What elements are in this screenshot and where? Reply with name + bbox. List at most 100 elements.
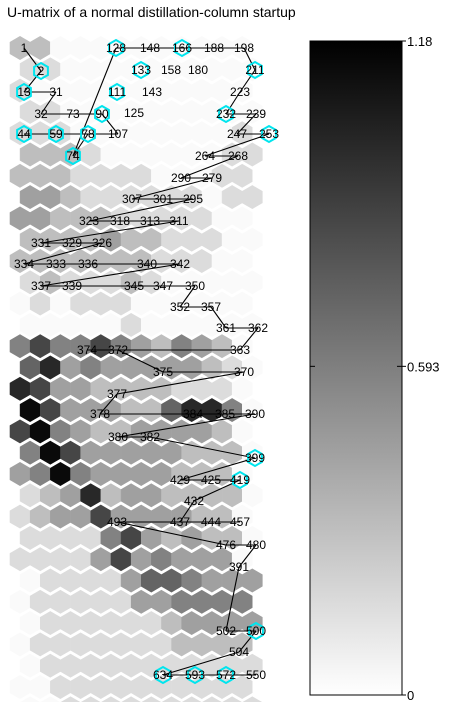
hex-cell	[161, 142, 182, 167]
hex-cell	[9, 632, 31, 657]
hex-cell	[231, 206, 253, 231]
hex-cell	[141, 696, 162, 702]
hex-cell	[50, 419, 71, 444]
hex-cell	[39, 525, 61, 550]
hex-cell	[100, 142, 122, 167]
hex-cell	[50, 206, 71, 231]
hex-cell	[181, 696, 202, 702]
hex-cell	[191, 121, 213, 146]
hex-cell	[60, 57, 81, 82]
hex-cell	[242, 270, 263, 295]
trajectory-segment	[179, 457, 256, 481]
hex-cell	[121, 696, 141, 702]
node-label: 253	[259, 127, 279, 141]
hex-cell	[221, 227, 243, 252]
hex-cell	[130, 334, 152, 359]
node-label: 350	[185, 279, 205, 293]
hex-cell	[171, 632, 192, 657]
node-label: 1	[21, 41, 28, 55]
hex-cell	[9, 334, 31, 359]
node-label: 125	[124, 106, 144, 120]
hex-cell	[201, 355, 223, 380]
hex-cell	[211, 376, 233, 401]
hex-cell	[60, 525, 81, 550]
hex-cell	[29, 334, 51, 359]
hex-cell	[70, 547, 91, 572]
hex-cell	[70, 36, 91, 60]
hex-cell	[29, 206, 51, 231]
hex-cell	[181, 99, 202, 124]
hex-cell	[80, 525, 101, 550]
node-label: 334	[14, 257, 34, 271]
hex-cell	[39, 312, 61, 337]
hex-cell	[231, 249, 253, 273]
node-label: 345	[124, 279, 144, 293]
hex-cell	[80, 568, 101, 593]
node-label: 90	[95, 107, 109, 121]
hex-cell	[110, 589, 132, 614]
hex-cell	[171, 419, 192, 444]
hex-cell	[50, 675, 71, 699]
node-label: 32	[34, 107, 48, 121]
hex-cell	[242, 568, 263, 593]
hex-cell	[231, 547, 253, 572]
trajectory-segment	[236, 113, 257, 135]
hex-cell	[19, 440, 41, 465]
hit-marker	[248, 621, 264, 641]
hex-cell	[161, 611, 182, 636]
hex-cell	[120, 227, 142, 252]
hex-cell	[80, 142, 101, 167]
node-label: 143	[142, 85, 162, 99]
hex-cell	[171, 334, 192, 359]
hex-cell	[201, 568, 223, 593]
trajectory-segment	[225, 91, 241, 115]
hex-cell	[29, 504, 51, 529]
hex-cell	[60, 483, 81, 508]
hex-cell	[100, 568, 122, 593]
hex-cell	[19, 483, 41, 508]
hex-cell	[100, 611, 122, 636]
hex-cell	[60, 185, 81, 210]
trajectory-segment	[23, 47, 42, 72]
colorbar-tick-label: 0	[407, 688, 414, 702]
hex-cell	[141, 440, 162, 465]
hex-cell	[50, 547, 71, 572]
hex-cell	[100, 440, 122, 465]
hex-cell	[181, 611, 202, 636]
node-label: 326	[92, 236, 112, 250]
hex-cell	[242, 142, 263, 167]
hex-cell	[9, 589, 31, 614]
hex-cell	[90, 547, 112, 572]
hex-cell	[39, 653, 61, 678]
hex-cell	[151, 504, 172, 529]
hex-cell	[39, 398, 61, 423]
hex-cell	[60, 398, 81, 423]
trajectory-segment	[131, 177, 213, 200]
hit-marker	[16, 82, 32, 102]
node-label: 362	[248, 321, 268, 335]
hex-cell	[101, 696, 121, 702]
node-label: 352	[170, 300, 190, 314]
hit-marker	[247, 60, 263, 80]
hex-cell	[201, 440, 223, 465]
trajectory-lines	[23, 47, 270, 676]
hex-cell	[90, 163, 112, 188]
node-label: 384	[183, 407, 203, 421]
hex-cell	[151, 291, 172, 316]
trajectory-segment	[180, 155, 239, 179]
hex-cell	[60, 696, 81, 702]
hex-cell	[110, 163, 132, 188]
hex-cell	[231, 589, 253, 614]
hit-marker	[247, 448, 263, 468]
hex-cell	[19, 185, 41, 210]
node-label: 239	[246, 107, 266, 121]
hex-cell	[151, 589, 172, 614]
hex-cell	[60, 653, 81, 678]
trajectory-segment	[162, 651, 240, 676]
hex-cell	[70, 419, 91, 444]
node-label: 307	[122, 192, 142, 206]
node-label: 347	[153, 279, 173, 293]
hex-cell	[19, 525, 41, 550]
trajectory-segment	[23, 242, 103, 265]
